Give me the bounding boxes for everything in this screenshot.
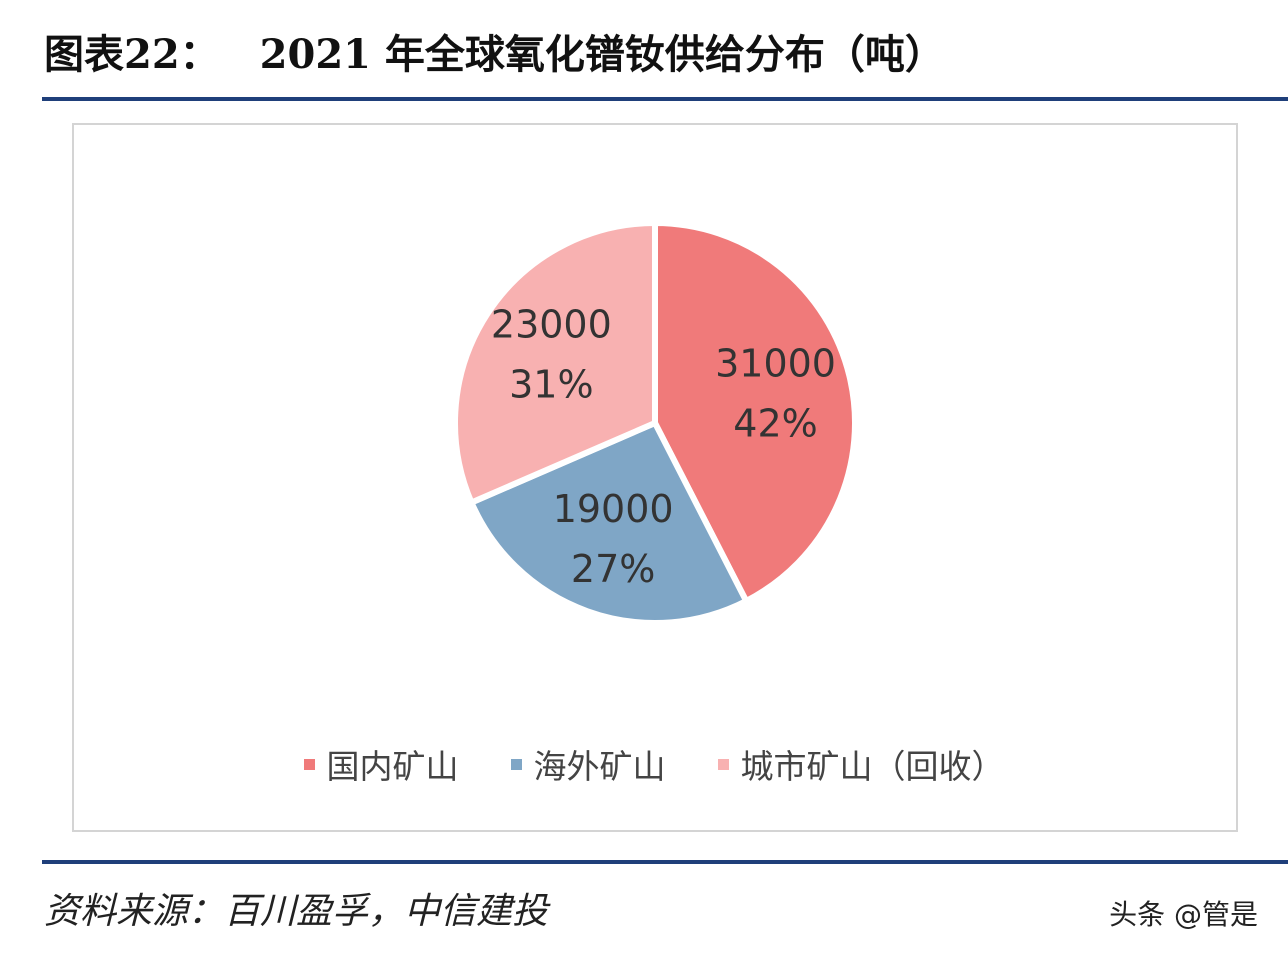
top-rule (42, 97, 1288, 101)
legend-swatch (717, 758, 729, 770)
figure-title: 图表22： 2021 年全球氧化镨钕供给分布（吨） (44, 22, 945, 80)
chart-frame (72, 123, 1238, 832)
legend-swatch (303, 758, 315, 770)
pie-slice (452, 219, 658, 507)
percent-label: 42% (733, 401, 817, 445)
source-note: 资料来源：百川盈孚，中信建投 (44, 891, 549, 932)
legend-label: 海外矿山 (533, 747, 666, 786)
pie-slice (652, 219, 858, 606)
value-label: 19000 (553, 487, 674, 531)
percent-label: 27% (571, 547, 655, 591)
bottom-rule (42, 860, 1288, 864)
watermark: 头条 @管是 (1109, 898, 1258, 931)
legend-item: 城市矿山（回收） (717, 740, 1005, 788)
value-label: 23000 (491, 302, 612, 346)
legend-label: 城市矿山（回收） (740, 747, 1005, 786)
value-label: 31000 (715, 341, 836, 385)
legend: 国内矿山 海外矿山 城市矿山（回收） (0, 740, 1288, 788)
legend-item: 海外矿山 (510, 740, 666, 788)
percent-label: 31% (509, 362, 593, 406)
legend-label: 国内矿山 (326, 747, 459, 786)
chart-title: 2021 年全球氧化镨钕供给分布（吨） (259, 31, 945, 78)
legend-swatch (510, 758, 522, 770)
figure-label: 图表22： (44, 31, 220, 78)
legend-item: 国内矿山 (303, 740, 459, 788)
